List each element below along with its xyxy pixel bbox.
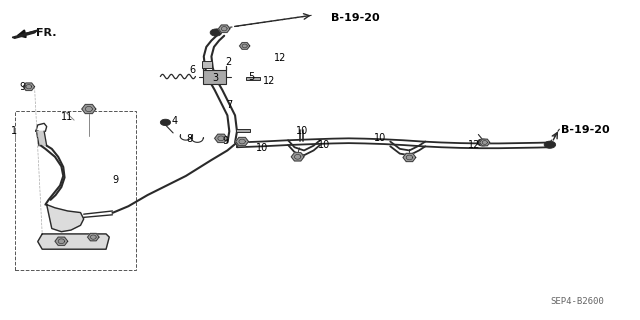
Polygon shape: [12, 30, 38, 38]
Bar: [203, 69, 226, 84]
Polygon shape: [36, 131, 47, 146]
Text: 12: 12: [467, 140, 480, 150]
Ellipse shape: [544, 141, 556, 148]
Text: 11: 11: [61, 112, 73, 122]
Ellipse shape: [477, 139, 488, 146]
Bar: [202, 61, 212, 68]
Text: 9: 9: [222, 136, 228, 146]
Polygon shape: [82, 104, 96, 114]
Polygon shape: [47, 204, 84, 232]
Text: 8: 8: [186, 134, 192, 144]
Text: 4: 4: [172, 116, 178, 126]
Text: 10: 10: [256, 143, 268, 153]
Polygon shape: [218, 25, 230, 32]
Text: 2: 2: [225, 57, 232, 67]
Text: B-19-20: B-19-20: [332, 13, 380, 23]
Polygon shape: [214, 134, 227, 142]
Bar: [15, 111, 136, 270]
Polygon shape: [88, 233, 99, 241]
Text: 6: 6: [189, 65, 196, 75]
Text: 12: 12: [274, 53, 286, 63]
Text: 5: 5: [248, 72, 255, 82]
Text: 10: 10: [318, 140, 330, 150]
Polygon shape: [23, 83, 35, 91]
Polygon shape: [479, 139, 490, 146]
Polygon shape: [236, 137, 248, 146]
Polygon shape: [55, 237, 68, 245]
Text: 9: 9: [113, 175, 118, 185]
Polygon shape: [403, 153, 416, 162]
Text: 7: 7: [226, 100, 232, 110]
Bar: [236, 129, 250, 132]
Polygon shape: [291, 153, 304, 161]
Text: 12: 12: [262, 76, 275, 86]
Text: 10: 10: [296, 126, 308, 136]
Polygon shape: [239, 43, 250, 49]
Polygon shape: [38, 234, 109, 249]
Text: B-19-20: B-19-20: [561, 125, 610, 135]
Text: 1: 1: [11, 126, 17, 136]
Text: 9: 9: [20, 82, 26, 92]
Ellipse shape: [161, 119, 171, 125]
Ellipse shape: [210, 29, 221, 36]
Text: FR.: FR.: [36, 28, 57, 37]
Text: 10: 10: [374, 133, 386, 143]
Bar: [246, 77, 260, 80]
Text: 3: 3: [212, 73, 219, 83]
Text: SEP4-B2600: SEP4-B2600: [550, 297, 604, 306]
